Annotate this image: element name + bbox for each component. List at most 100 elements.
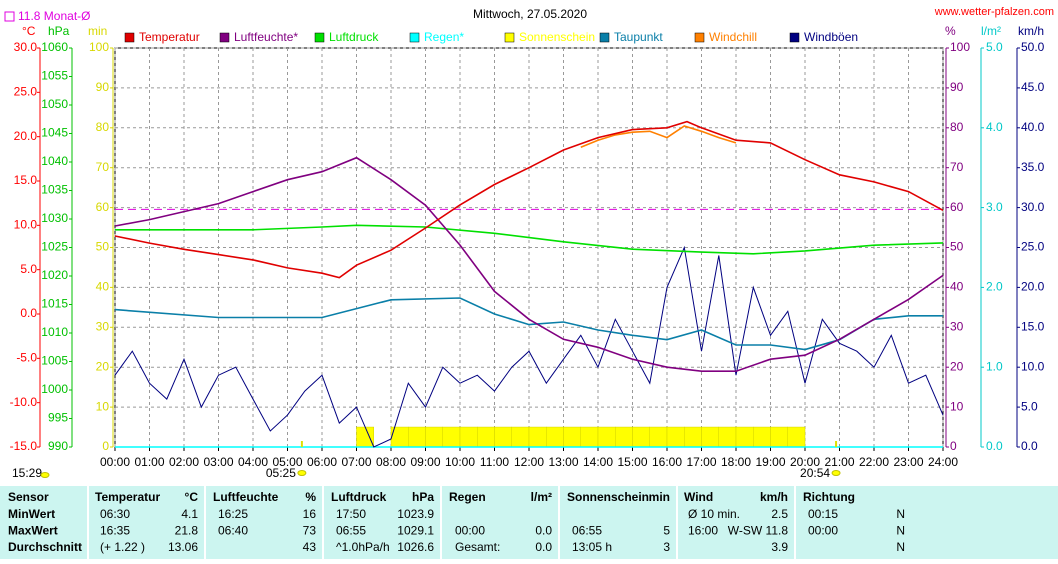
y-tick-label: 40 [950, 280, 964, 294]
legend-label: Luftfeuchte* [234, 30, 298, 44]
legend-swatch [789, 32, 800, 43]
table-cell: 16:00 [688, 524, 718, 538]
table-cell: 73 [303, 524, 317, 538]
table-cell: 06:55 [572, 524, 602, 538]
y-tick-label: 0 [102, 439, 109, 453]
y-tick-label: 70 [950, 160, 964, 174]
sunrise-label: 05:25 [266, 466, 296, 480]
table-header: Sensor [8, 490, 49, 504]
y-tick-label: 45.0 [1021, 80, 1045, 94]
y-tick-label: 100 [950, 40, 970, 54]
table-cell: 43 [303, 540, 317, 554]
table-cell: 1026.6 [397, 540, 434, 554]
axis-unit: l/m² [981, 24, 1001, 38]
table-cell: 1029.1 [397, 524, 434, 538]
x-tick-label: 15:00 [617, 455, 647, 469]
sunshine-bar [459, 426, 478, 448]
monthly-average-swatch [4, 11, 15, 22]
y-tick-label: 30 [950, 319, 964, 333]
y-tick-label: 10 [950, 399, 964, 413]
y-tick-label: 20 [96, 359, 110, 373]
y-tick-label: 50 [950, 240, 964, 254]
table-background [0, 486, 1058, 559]
x-tick-label: 17:00 [686, 455, 716, 469]
table-row-label: Durchschnitt [8, 540, 82, 554]
sunshine-bar [684, 426, 702, 448]
series-line [114, 120, 944, 279]
table-header: hPa [412, 490, 434, 504]
x-tick-label: 12:00 [514, 455, 544, 469]
table-cell: 00:15 [808, 507, 838, 521]
table-cell: 16 [303, 507, 317, 521]
table-header: % [305, 490, 316, 504]
table-cell: 16:25 [218, 507, 248, 521]
y-tick-label: 5.0 [1021, 399, 1038, 413]
x-tick-label: 24:00 [928, 455, 958, 469]
table-cell: 06:30 [100, 507, 130, 521]
x-tick-label: 16:00 [652, 455, 682, 469]
y-tick-label: 0.0 [1021, 439, 1038, 453]
legend-swatch [504, 32, 515, 43]
sunshine-bar [477, 426, 495, 448]
table-cell: N [896, 524, 905, 538]
y-tick-label: 70 [96, 160, 110, 174]
table-header: Richtung [803, 490, 855, 504]
source-url: www.wetter-pfalzen.com [934, 6, 1054, 18]
y-tick-label: 1.0 [986, 359, 1003, 373]
x-tick-label: 00:00 [100, 455, 130, 469]
sunshine-bar [615, 426, 633, 448]
y-tick-label: 25.0 [14, 85, 38, 99]
axis-unit: hPa [48, 24, 70, 38]
sunshine-bar [649, 426, 668, 448]
y-tick-label: 995 [48, 411, 68, 425]
y-tick-label: 15.0 [1021, 319, 1045, 333]
table-cell: (+ 1.22 ) [100, 540, 145, 554]
y-tick-label: 100 [89, 40, 109, 54]
legend-swatch [314, 32, 325, 43]
y-tick-label: 80 [96, 120, 110, 134]
table-row-label: MinWert [8, 507, 55, 521]
current-time: 15:29 [12, 466, 42, 480]
sunshine-bar [528, 426, 547, 448]
title: Mittwoch, 27.05.2020 [473, 7, 587, 21]
table-cell: ^1.0hPa/h [336, 540, 390, 554]
x-tick-label: 03:00 [203, 455, 233, 469]
y-tick-label: 10.0 [14, 218, 38, 232]
table-header: °C [185, 490, 199, 504]
legend-label: Luftdruck [329, 30, 379, 44]
x-tick-label: 04:00 [238, 455, 268, 469]
table-cell: 13:05 h [572, 540, 612, 554]
y-tick-label: 5.0 [986, 40, 1003, 54]
table-cell: 3.9 [771, 540, 788, 554]
x-tick-label: 10:00 [445, 455, 475, 469]
series-line [114, 156, 944, 372]
table-cell: N [896, 507, 905, 521]
sunshine-bar [718, 426, 737, 448]
legend-label: Temperatur [139, 30, 200, 44]
sunshine-bar [753, 426, 771, 448]
table-header: l/m² [531, 490, 552, 504]
y-tick-label: 40 [96, 280, 110, 294]
table-cell: 16:35 [100, 524, 130, 538]
sunshine-bar [666, 426, 685, 448]
y-tick-label: 1025 [41, 240, 68, 254]
sunshine-bar [494, 426, 512, 448]
x-tick-label: 18:00 [721, 455, 751, 469]
table-cell: 06:55 [336, 524, 366, 538]
x-tick-label: 14:00 [583, 455, 613, 469]
x-tick-label: 08:00 [376, 455, 406, 469]
y-tick-label: 15.0 [14, 173, 38, 187]
y-tick-label: 5.0 [20, 262, 37, 276]
table-cell: Ø 10 min. [688, 507, 740, 521]
series-line [115, 224, 944, 255]
y-tick-label: 20 [950, 359, 964, 373]
sunshine-bar [632, 426, 650, 448]
y-tick-label: 35.0 [1021, 160, 1045, 174]
x-tick-label: 13:00 [548, 455, 578, 469]
y-tick-label: 10.0 [1021, 359, 1045, 373]
legend-label: Windchill [709, 30, 757, 44]
series-line [114, 245, 944, 448]
legend-swatch [219, 32, 230, 43]
y-tick-label: 1035 [41, 183, 68, 197]
